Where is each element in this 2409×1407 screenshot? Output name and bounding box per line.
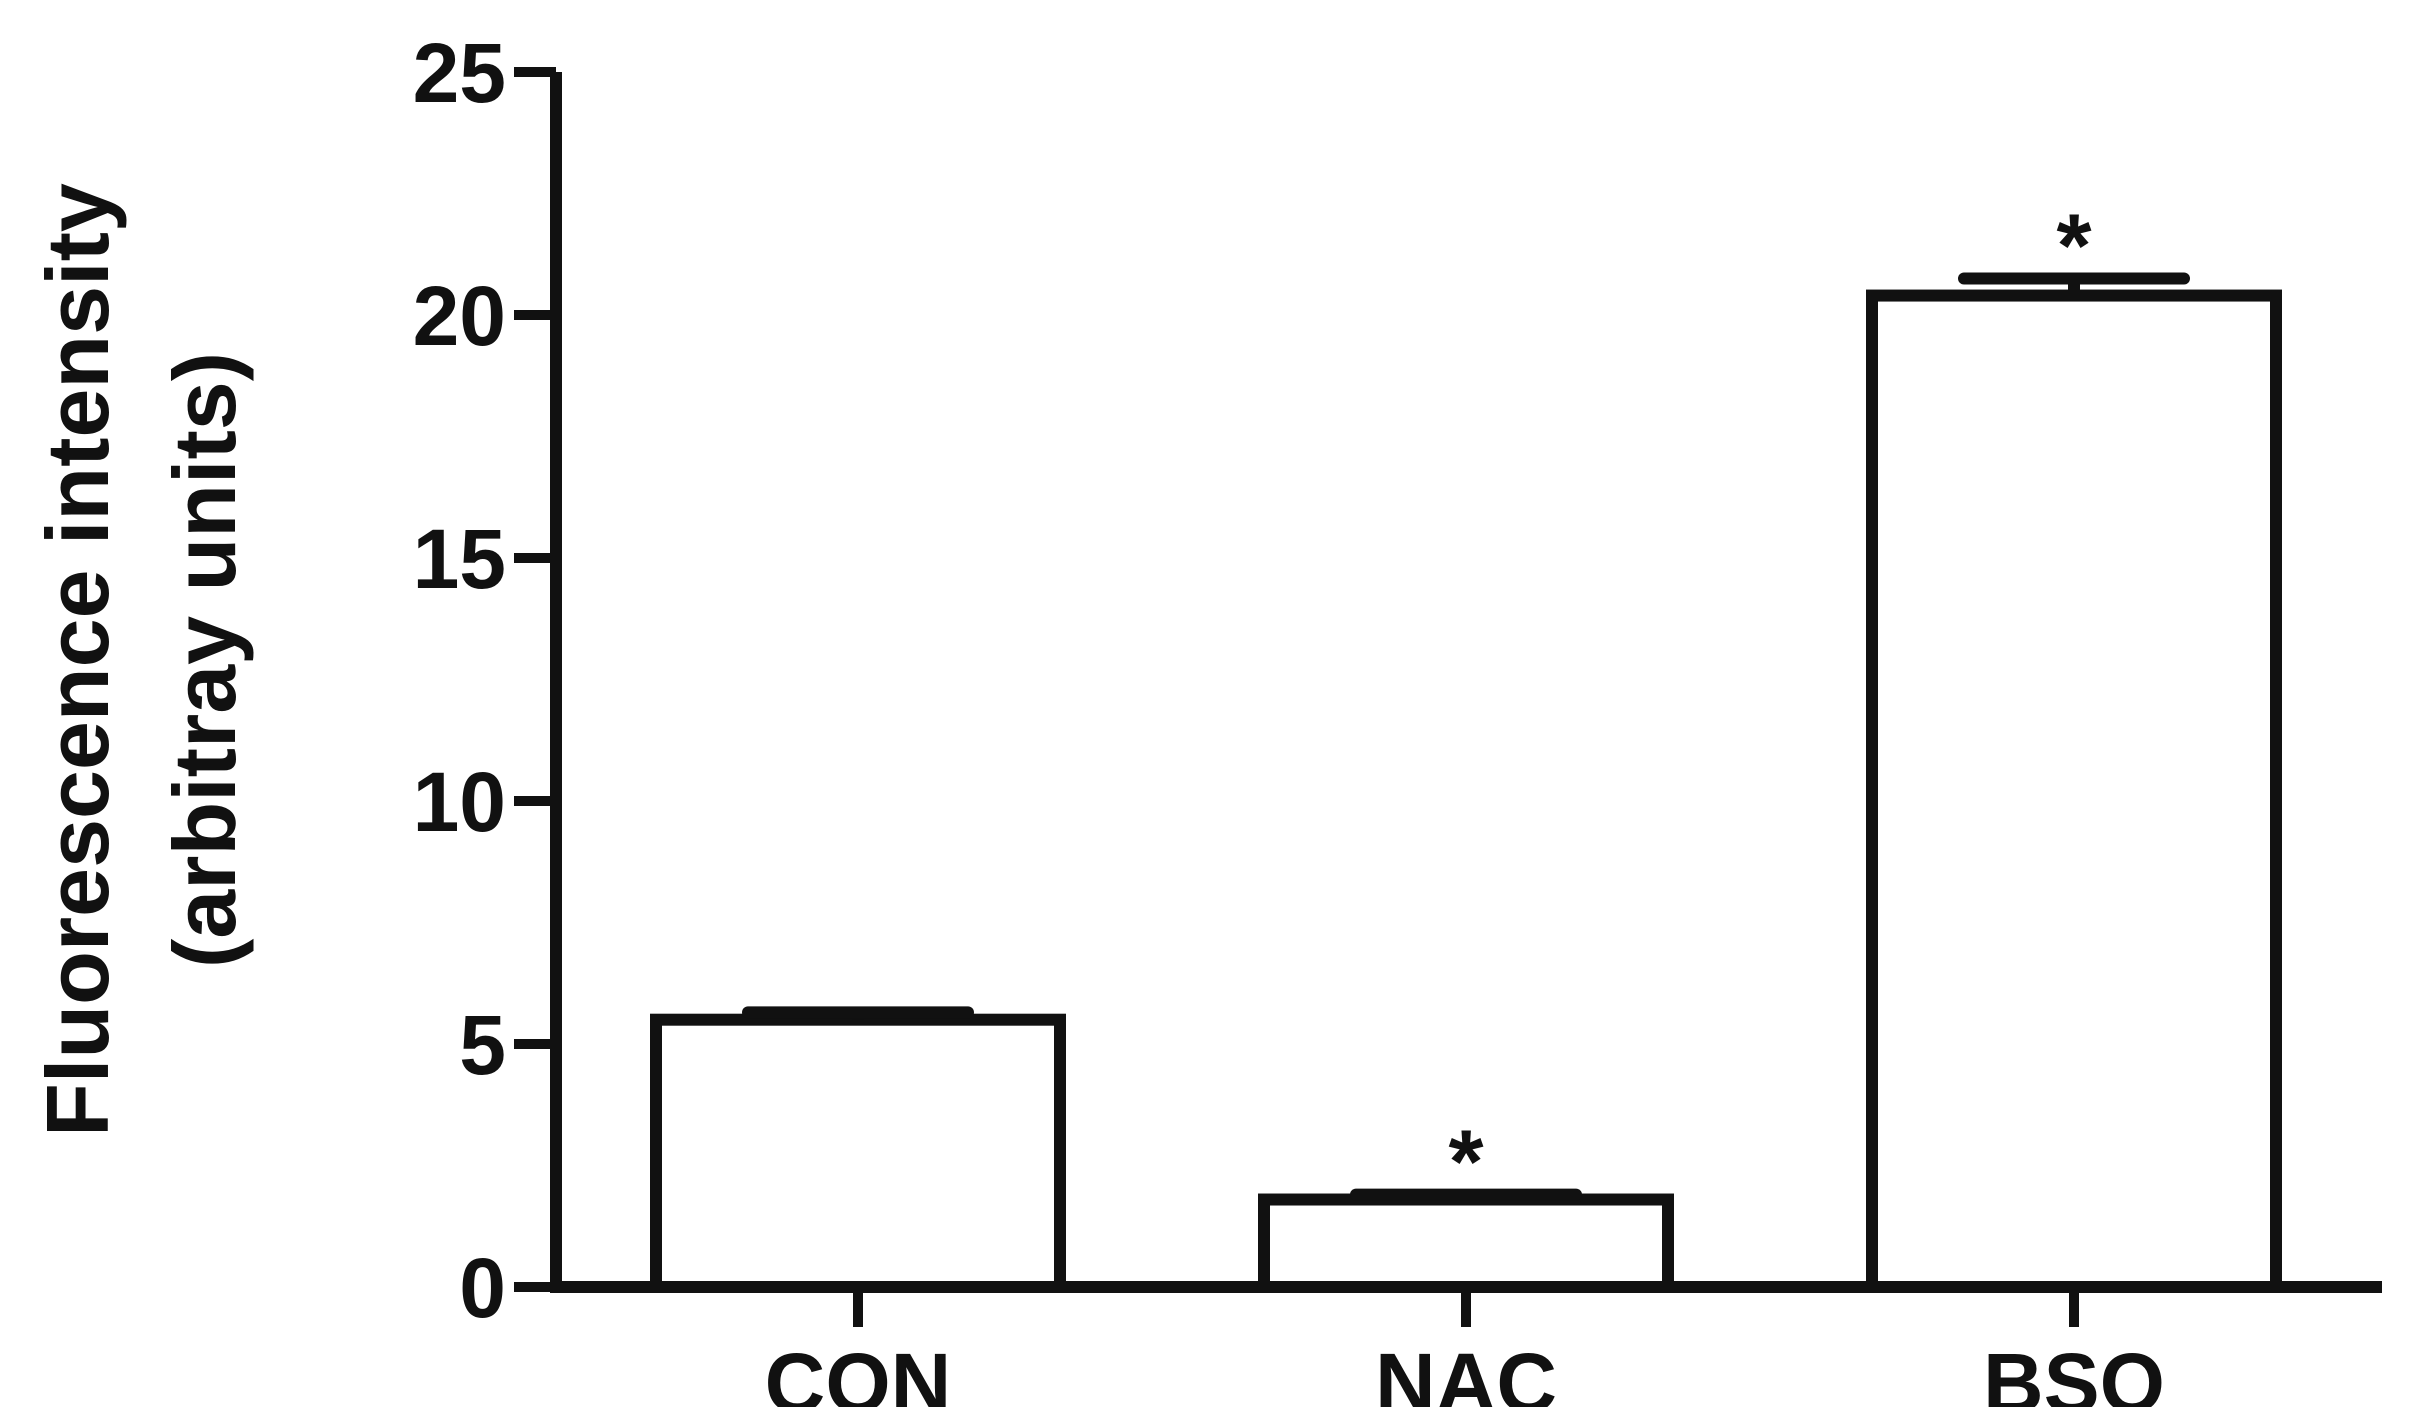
bar-con	[650, 1013, 1066, 1293]
significance-marker-bso: *	[2056, 197, 2091, 297]
y-axis-title-line1: Fluorescence intensity	[28, 183, 127, 1137]
y-tick-label-20: 20	[413, 269, 506, 363]
bar-bso	[1866, 289, 2282, 1293]
y-axis-title-line2: (arbitray units)	[155, 352, 254, 968]
x-tick-label-nac: NAC	[1375, 1336, 1557, 1407]
y-tick-label-0: 0	[459, 1241, 506, 1335]
y-tick-label-5: 5	[459, 998, 506, 1092]
x-axis: CON NAC BSO	[550, 1281, 2382, 1407]
y-axis-title: Fluorescence intensity (arbitray units)	[28, 183, 254, 1137]
x-tick-label-con: CON	[765, 1336, 952, 1407]
bar-nac	[1258, 1193, 1674, 1294]
y-tick-label-10: 10	[413, 755, 506, 849]
bars: **	[650, 197, 2282, 1294]
significance-marker-nac: *	[1448, 1113, 1483, 1213]
x-tick-label-bso: BSO	[1983, 1336, 2165, 1407]
y-tick-label-25: 25	[413, 26, 506, 120]
y-tick-label-15: 15	[413, 512, 506, 606]
y-axis: 0 5 10 15 20 25	[413, 26, 562, 1335]
